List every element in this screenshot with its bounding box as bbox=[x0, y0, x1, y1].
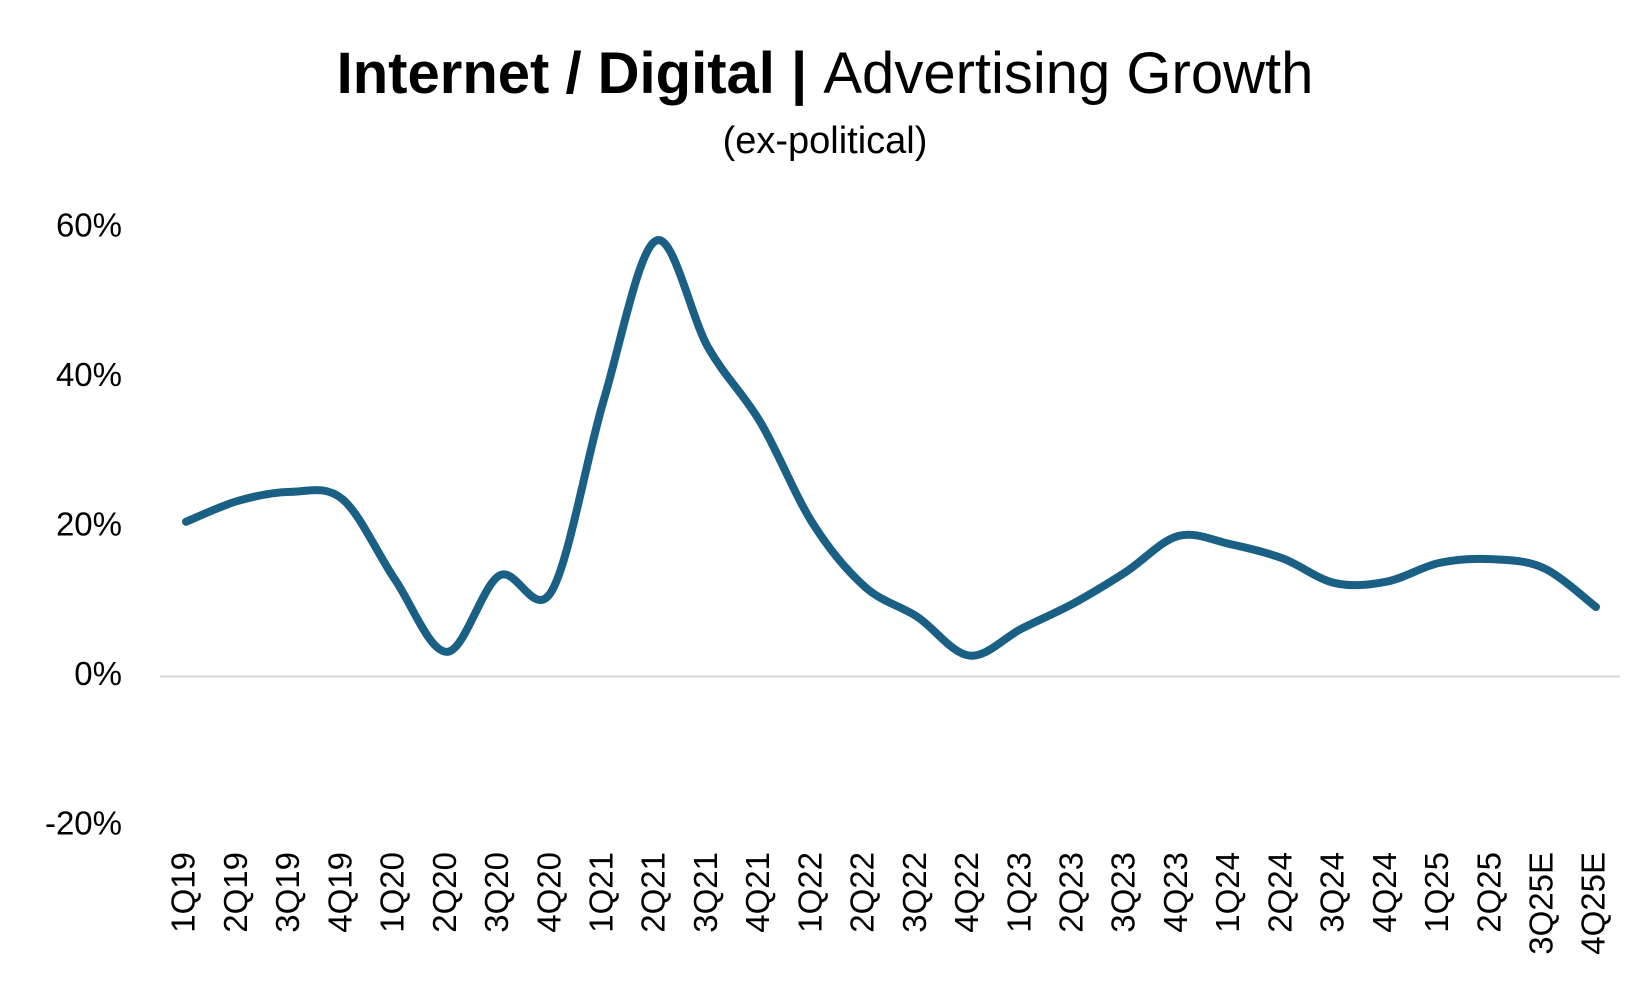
data-point bbox=[548, 587, 556, 595]
data-point bbox=[913, 613, 921, 621]
x-tick-label: 3Q20 bbox=[478, 852, 515, 933]
x-tick-label: 2Q22 bbox=[844, 852, 881, 933]
x-tick-label: 3Q22 bbox=[896, 852, 933, 933]
x-tick-label: 4Q19 bbox=[321, 852, 358, 933]
data-point bbox=[652, 237, 660, 245]
x-tick-label: 4Q25E bbox=[1575, 852, 1612, 955]
x-tick-label: 3Q24 bbox=[1314, 852, 1351, 933]
data-point bbox=[809, 519, 817, 527]
x-tick-label: 1Q19 bbox=[165, 852, 202, 933]
x-tick-label: 2Q20 bbox=[426, 852, 463, 933]
data-point bbox=[756, 418, 764, 426]
chart-title-bold: Internet / Digital bbox=[336, 41, 775, 106]
x-tick-label: 3Q19 bbox=[269, 852, 306, 933]
data-point bbox=[1435, 559, 1443, 567]
data-point bbox=[495, 572, 503, 580]
data-point bbox=[1488, 555, 1496, 563]
x-tick-label: 2Q23 bbox=[1052, 852, 1089, 933]
x-tick-label: 3Q21 bbox=[687, 852, 724, 933]
x-tick-label: 3Q23 bbox=[1105, 852, 1142, 933]
data-point bbox=[704, 344, 712, 352]
data-point bbox=[443, 648, 451, 656]
data-point bbox=[1540, 564, 1548, 572]
series-layer bbox=[182, 236, 1600, 660]
x-tick-label: 2Q25 bbox=[1470, 852, 1507, 933]
x-tick-label: 2Q21 bbox=[635, 852, 672, 933]
data-point bbox=[1226, 540, 1234, 548]
y-tick-label: 0% bbox=[74, 655, 122, 692]
chart-title: Internet / Digital | Advertising Growth bbox=[0, 38, 1650, 110]
x-tick-label: 1Q23 bbox=[1000, 852, 1037, 933]
data-point bbox=[1331, 579, 1339, 587]
data-point bbox=[1592, 603, 1600, 611]
x-tick-label: 3Q25E bbox=[1522, 852, 1559, 955]
data-point bbox=[1383, 578, 1391, 586]
y-tick-label: 60% bbox=[56, 207, 122, 244]
y-tick-label: 40% bbox=[56, 356, 122, 393]
x-tick-label: 4Q20 bbox=[530, 852, 567, 933]
data-point bbox=[1279, 554, 1287, 562]
chart-title-regular: Advertising Growth bbox=[823, 41, 1314, 106]
x-tick-label: 1Q24 bbox=[1209, 852, 1246, 933]
x-tick-label: 4Q23 bbox=[1157, 852, 1194, 933]
y-tick-label: -20% bbox=[45, 805, 122, 842]
data-point bbox=[234, 497, 242, 505]
x-tick-label: 1Q20 bbox=[374, 852, 411, 933]
x-tick-label: 4Q21 bbox=[739, 852, 776, 933]
x-tick-label: 1Q21 bbox=[582, 852, 619, 933]
x-tick-label: 1Q25 bbox=[1418, 852, 1455, 933]
x-tick-label: 4Q24 bbox=[1366, 852, 1403, 933]
series-line bbox=[182, 236, 1600, 660]
x-tick-label: 1Q22 bbox=[791, 852, 828, 933]
data-point bbox=[1122, 568, 1130, 576]
data-point bbox=[861, 583, 869, 591]
x-tick-label: 2Q24 bbox=[1261, 852, 1298, 933]
data-point bbox=[1018, 625, 1026, 633]
x-axis-ticks: 1Q19 2Q19 3Q19 4Q19 1Q20 2Q20 3Q20 4Q20 1Q21 2Q21… bbox=[165, 852, 1612, 955]
data-point bbox=[182, 518, 190, 526]
y-tick-label: 20% bbox=[56, 506, 122, 543]
chart-subtitle: (ex-political) bbox=[722, 120, 928, 162]
x-tick-label: 2Q19 bbox=[217, 852, 254, 933]
data-point bbox=[600, 396, 608, 404]
data-point bbox=[965, 652, 973, 660]
data-point bbox=[339, 495, 347, 503]
x-tick-label: 4Q22 bbox=[948, 852, 985, 933]
chart-title-separator: | bbox=[774, 41, 824, 106]
y-axis-ticks: 60% 40% 20% 0% -20% bbox=[45, 207, 122, 842]
data-point bbox=[1070, 599, 1078, 607]
data-point bbox=[1174, 532, 1182, 540]
data-point bbox=[391, 575, 399, 583]
data-point bbox=[286, 488, 294, 496]
